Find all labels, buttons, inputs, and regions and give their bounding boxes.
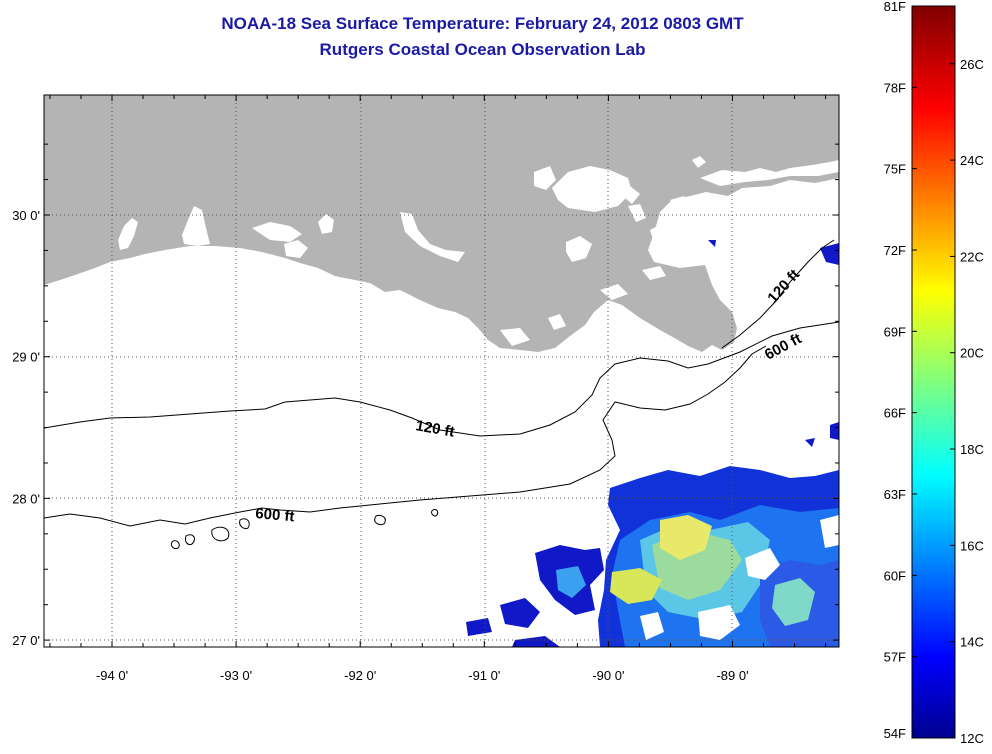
axis-ticks bbox=[44, 95, 839, 647]
map-title: NOAA-18 Sea Surface Temperature: Februar… bbox=[221, 14, 744, 33]
colorbar-f-label: 63F bbox=[884, 487, 906, 502]
longitude-labels: -94 0' -93 0' -92 0' -91 0' -90 0' -89 0' bbox=[96, 668, 749, 683]
longitude-tick-label: -94 0' bbox=[96, 668, 128, 683]
colorbar-f-label: 75F bbox=[884, 162, 906, 177]
longitude-tick-label: -90 0' bbox=[592, 668, 624, 683]
map-frame bbox=[43, 94, 840, 648]
contour-120ft-west bbox=[44, 321, 839, 437]
colorbar-fahrenheit-labels: 81F 78F 75F 72F 69F 66F 63F 60F 57F 54F bbox=[884, 0, 906, 741]
longitude-tick-label: -92 0' bbox=[344, 668, 376, 683]
colorbar-c-label: 16C bbox=[960, 538, 984, 553]
land-mass bbox=[44, 95, 839, 352]
map-subtitle: Rutgers Coastal Ocean Observation Lab bbox=[319, 40, 646, 59]
depth-contours bbox=[44, 239, 839, 549]
colorbar-c-label: 18C bbox=[960, 442, 984, 457]
latitude-tick-label: 27 0' bbox=[12, 633, 40, 648]
colorbar-c-label: 22C bbox=[960, 249, 984, 264]
contour-label: 600 ft bbox=[255, 505, 296, 525]
latitude-tick-label: 29 0' bbox=[12, 350, 40, 365]
longitude-tick-label: -89 0' bbox=[716, 668, 748, 683]
contour-120ft-east bbox=[721, 239, 835, 349]
colorbar-c-label: 20C bbox=[960, 346, 984, 361]
colorbar-f-label: 72F bbox=[884, 243, 906, 258]
colorbar-c-label: 26C bbox=[960, 57, 984, 72]
inland-water bbox=[118, 156, 839, 346]
colorbar-ticks bbox=[912, 5, 955, 739]
sst-pixels bbox=[466, 240, 839, 647]
colorbar-f-label: 69F bbox=[884, 324, 906, 339]
latitude-labels: 30 0' 29 0' 28 0' 27 0' bbox=[12, 208, 40, 648]
colorbar-f-label: 57F bbox=[884, 650, 906, 665]
latitude-tick-label: 28 0' bbox=[12, 491, 40, 506]
contour-label: 120 ft bbox=[414, 417, 456, 441]
colorbar-c-label: 24C bbox=[960, 153, 984, 168]
colorbar-f-label: 60F bbox=[884, 568, 906, 583]
colorbar-f-label: 78F bbox=[884, 80, 906, 95]
colorbar-c-label: 14C bbox=[960, 635, 984, 650]
colorbar-f-label: 66F bbox=[884, 406, 906, 421]
latitude-tick-label: 30 0' bbox=[12, 208, 40, 223]
longitude-tick-label: -93 0' bbox=[220, 668, 252, 683]
contour-600ft-west bbox=[44, 345, 767, 527]
colorbar-c-label: 12C bbox=[960, 731, 984, 746]
colorbar-celsius-labels: 26C 24C 22C 20C 18C 16C 14C 12C bbox=[960, 57, 984, 746]
longitude-tick-label: -91 0' bbox=[468, 668, 500, 683]
colorbar-f-label: 54F bbox=[884, 726, 906, 741]
colorbar bbox=[911, 5, 956, 739]
colorbar-f-label: 81F bbox=[884, 0, 906, 14]
